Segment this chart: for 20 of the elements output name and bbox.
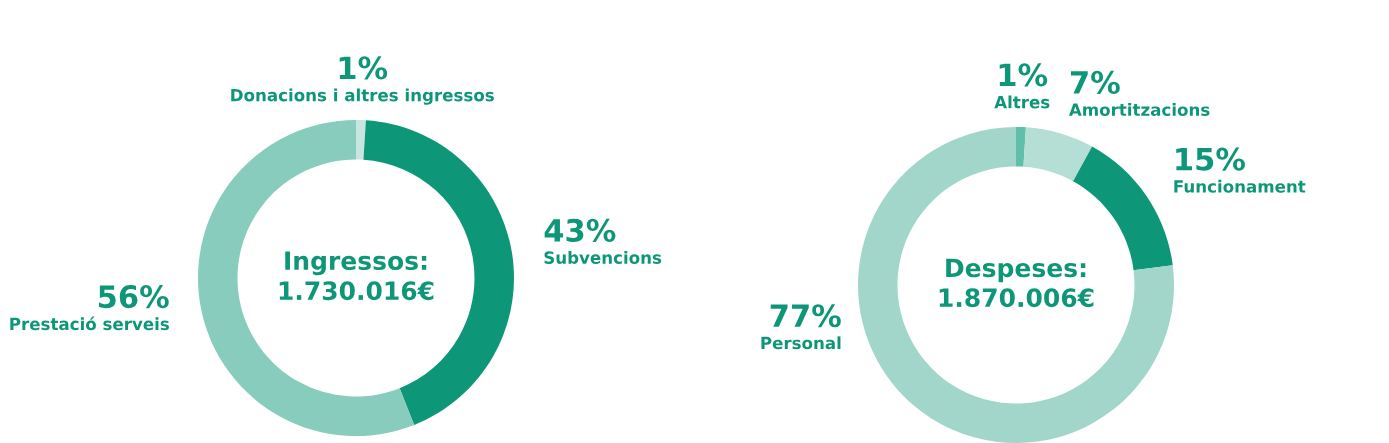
data-label: 7% bbox=[1070, 70, 1120, 94]
text: Despeses: 1.870.006€ bbox=[939, 258, 1094, 308]
data-label: 43% bbox=[544, 218, 616, 242]
slice-label: Personal bbox=[761, 336, 841, 350]
data-label: 56% bbox=[98, 285, 169, 309]
slice-label: Prestació serveis bbox=[10, 316, 169, 331]
slice-label: Altres bbox=[994, 95, 1050, 109]
slice-label: Amortitzacions bbox=[1068, 103, 1210, 116]
data-label: 1% bbox=[999, 63, 1048, 87]
data-label: 1% bbox=[339, 56, 388, 80]
slice-label: Funcionament bbox=[1174, 179, 1306, 193]
donut-slice bbox=[1023, 127, 1093, 182]
slice-label: Subvencions bbox=[544, 251, 662, 264]
slice-label: Donacions i altres ingressos bbox=[231, 88, 494, 105]
donut-slice bbox=[356, 120, 366, 160]
text: Ingressos: 1.730.016€ bbox=[279, 251, 434, 301]
donut-slice bbox=[1016, 127, 1026, 167]
data-label: 77% bbox=[770, 304, 841, 328]
donut-slice bbox=[858, 127, 1174, 443]
data-label: 15% bbox=[1176, 147, 1245, 171]
